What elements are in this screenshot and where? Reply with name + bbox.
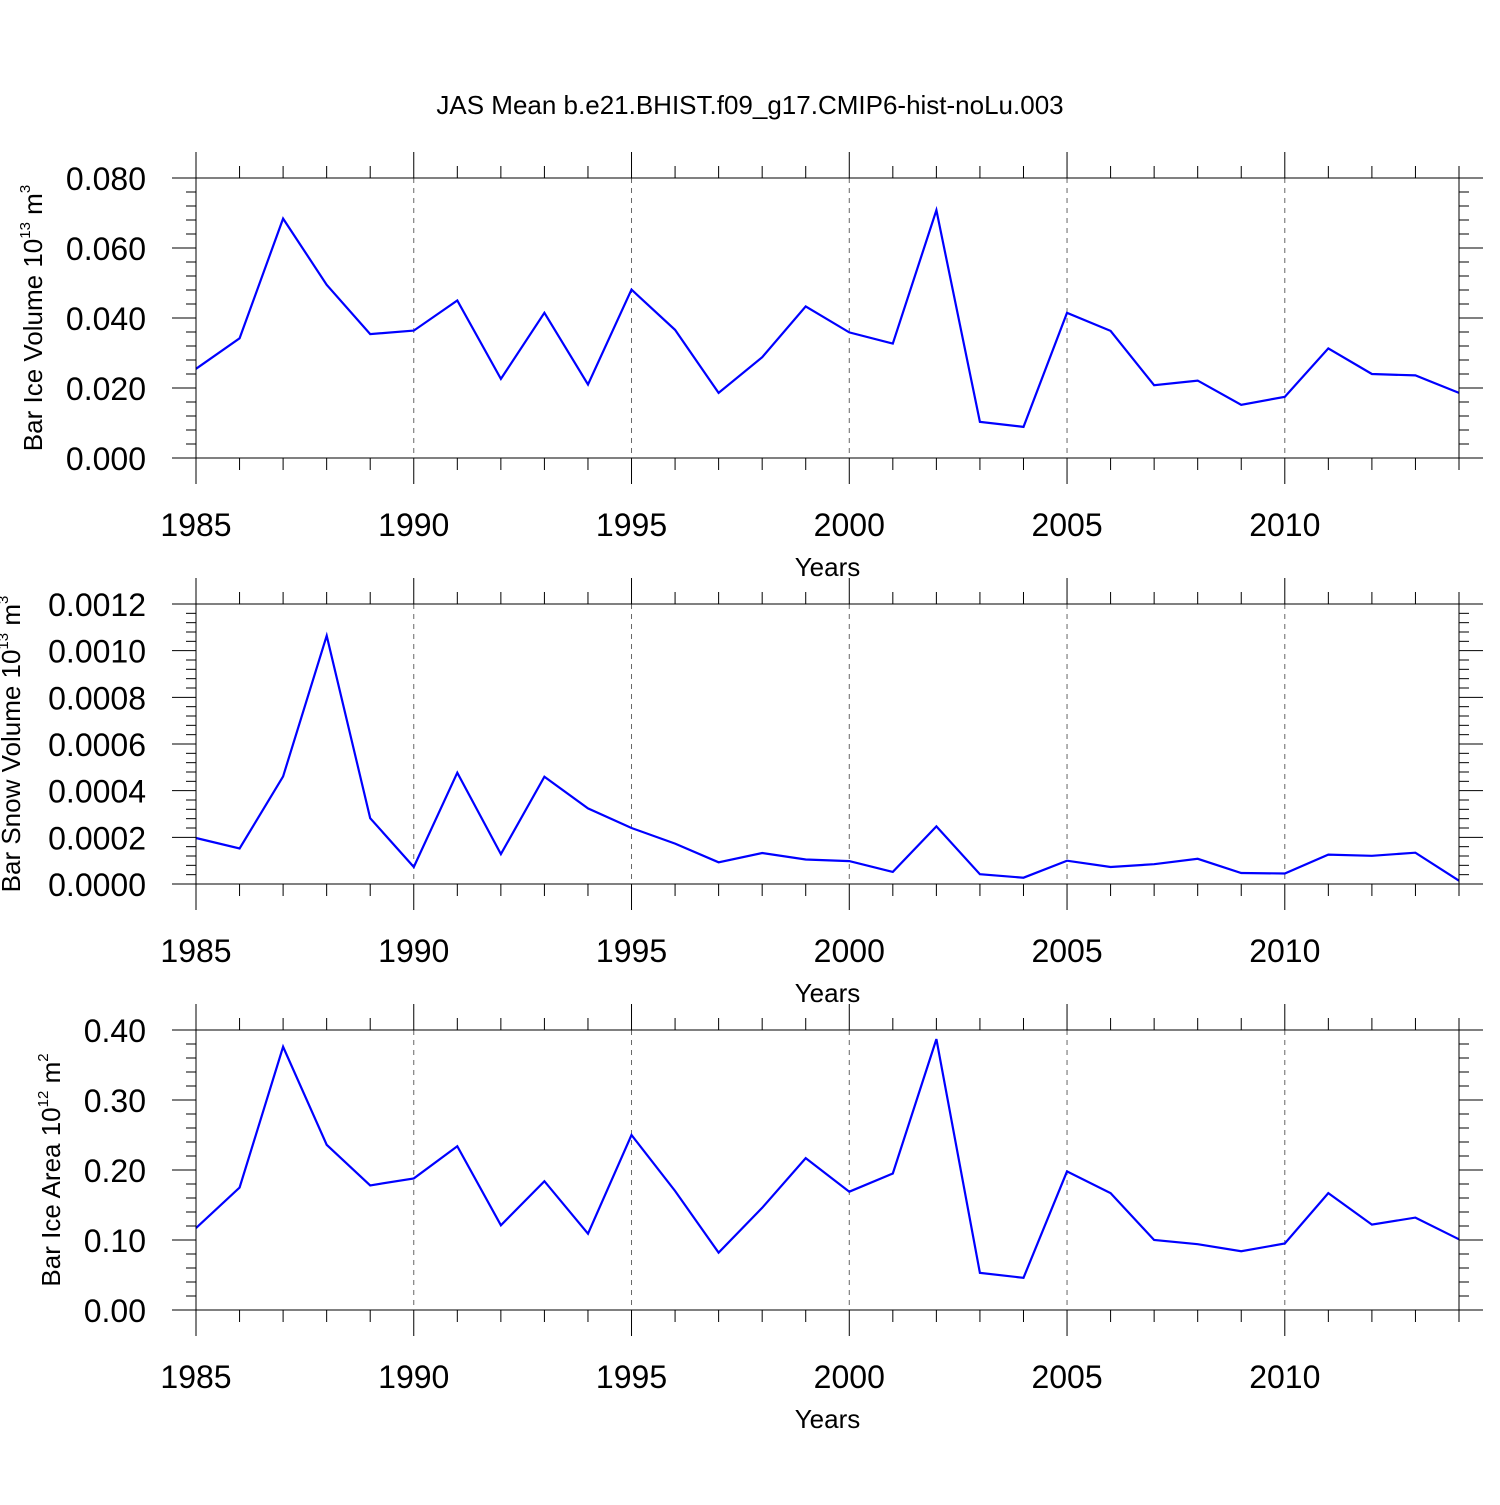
y-tick-label: 0.0012	[48, 587, 146, 623]
y-axis-label-exponent: 13	[17, 222, 34, 239]
x-tick-label: 2005	[1031, 933, 1102, 969]
y-axis-label-unit-exponent: 2	[35, 1053, 52, 1061]
y-tick-label: 0.000	[66, 441, 146, 477]
y-axis-label: Bar Snow Volume 1013 m3	[0, 596, 26, 893]
y-tick-label: 0.0002	[48, 820, 146, 856]
y-axis-label-text: Bar Ice Area 10	[36, 1107, 66, 1286]
x-tick-label: 1990	[378, 1359, 449, 1395]
series-line	[195, 1038, 1460, 1279]
y-axis-label: Bar Ice Volume 1013 m3	[17, 185, 48, 451]
series-line	[195, 205, 1460, 429]
y-tick-label: 0.060	[66, 231, 146, 267]
y-tick-label: 0.040	[66, 301, 146, 337]
y-axis-label-unit: m	[36, 1062, 66, 1091]
x-tick-label: 2005	[1031, 1359, 1102, 1395]
x-tick-label: 1985	[160, 507, 231, 543]
x-tick-label: 1985	[160, 1359, 231, 1395]
x-tick-label: 1995	[596, 933, 667, 969]
x-tick-label: 1995	[596, 507, 667, 543]
y-tick-label: 0.20	[84, 1153, 146, 1189]
x-tick-label: 1985	[160, 933, 231, 969]
y-tick-label: 0.0006	[48, 727, 146, 763]
y-axis-label-exponent: 12	[35, 1091, 52, 1108]
y-axis-label-unit: m	[18, 193, 48, 222]
y-axis-label: Bar Ice Area 1012 m2	[35, 1053, 66, 1286]
x-axis-label: Years	[795, 978, 861, 1008]
y-tick-label: 0.0008	[48, 680, 146, 716]
panel-snow-volume: 1985 1990 1995 2000 2005 2010 0.0000 0.0002 0.00…	[0, 578, 1483, 1008]
y-tick-label: 0.0000	[48, 867, 146, 903]
y-tick-label: 0.10	[84, 1223, 146, 1259]
y-tick-label: 0.0010	[48, 634, 146, 670]
y-axis-label-exponent: 13	[0, 633, 12, 650]
x-tick-label: 1995	[596, 1359, 667, 1395]
y-axis-label-unit: m	[0, 604, 26, 633]
panel-ice-volume: 1985 1990 1995 2000 2005 2010 0.000 0.020 0.040 0…	[17, 152, 1483, 582]
y-tick-label: 0.00	[84, 1293, 146, 1329]
y-axis-label-unit-exponent: 3	[0, 596, 12, 604]
y-tick-label: 0.020	[66, 371, 146, 407]
x-axis-label: Years	[795, 552, 861, 582]
series-line	[195, 631, 1460, 882]
x-tick-label: 2010	[1249, 933, 1320, 969]
x-tick-label: 1990	[378, 507, 449, 543]
y-tick-label: 0.30	[84, 1083, 146, 1119]
x-axis-label: Years	[795, 1404, 861, 1434]
panel-ice-area: 1985 1990 1995 2000 2005 2010 0.00 0.10 0.20 0.30…	[35, 1004, 1483, 1434]
y-axis-label-unit-exponent: 3	[17, 185, 34, 193]
x-tick-label: 1990	[378, 933, 449, 969]
x-tick-label: 2010	[1249, 1359, 1320, 1395]
x-tick-label: 2000	[814, 1359, 885, 1395]
y-tick-label: 0.080	[66, 161, 146, 197]
y-axis-label-text: Bar Ice Volume 10	[18, 239, 48, 451]
x-tick-label: 2000	[814, 507, 885, 543]
y-tick-label: 0.40	[84, 1013, 146, 1049]
x-tick-label: 2010	[1249, 507, 1320, 543]
x-tick-label: 2005	[1031, 507, 1102, 543]
y-axis-label-text: Bar Snow Volume 10	[0, 650, 26, 893]
figure-title: JAS Mean b.e21.BHIST.f09_g17.CMIP6-hist-…	[436, 90, 1063, 120]
x-tick-label: 2000	[814, 933, 885, 969]
y-tick-label: 0.0004	[48, 774, 146, 810]
